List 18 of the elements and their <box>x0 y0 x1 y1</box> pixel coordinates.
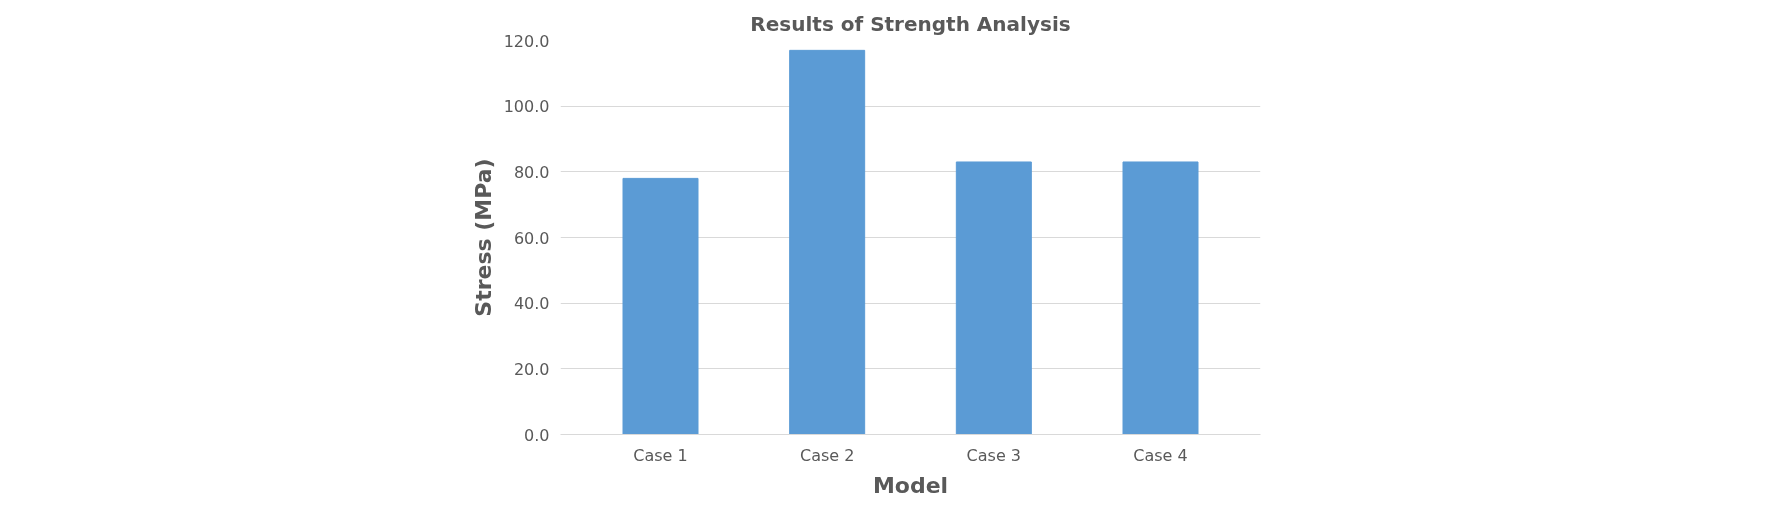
y-tick-label: 40.0 <box>513 294 550 314</box>
x-tick-label: Case 2 <box>799 445 855 465</box>
bar <box>789 49 866 435</box>
x-tick-label: Case 4 <box>1133 445 1188 465</box>
bar <box>955 161 1032 435</box>
y-tick-label: 100.0 <box>503 97 550 117</box>
x-tick-label: Case 3 <box>966 445 1022 465</box>
y-tick-label: 20.0 <box>513 359 550 379</box>
y-tick-label: 120.0 <box>503 31 550 51</box>
y-tick-label: 80.0 <box>513 162 550 182</box>
y-tick-label: 60.0 <box>513 228 550 248</box>
chart-title: Results of Strength Analysis <box>750 11 1071 36</box>
y-axis-title: Stress (MPa) <box>470 158 496 317</box>
bar <box>622 177 699 435</box>
bar <box>1122 161 1199 435</box>
x-tick-label: Case 1 <box>633 445 688 465</box>
x-axis-title: Model <box>872 472 949 498</box>
y-tick-label: 0.0 <box>524 425 550 445</box>
